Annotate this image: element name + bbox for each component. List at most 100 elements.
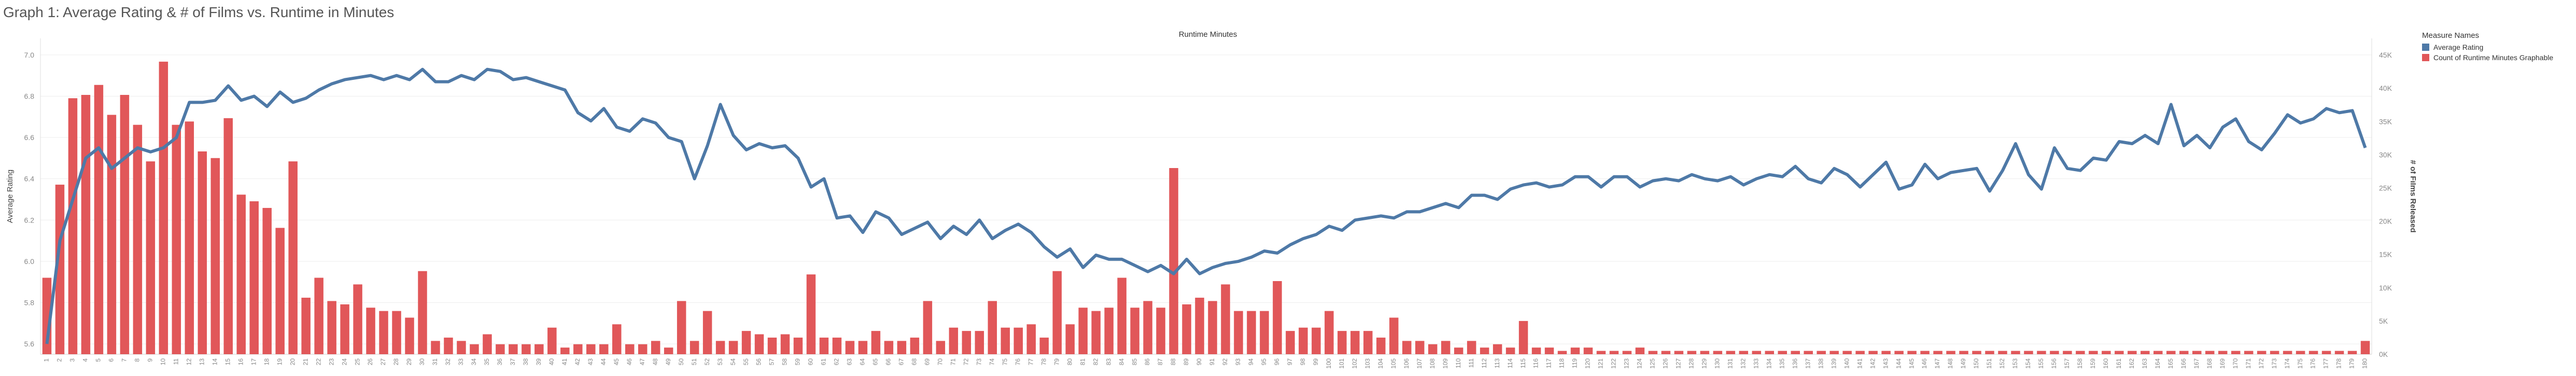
bar: [1972, 351, 1981, 354]
left-tick-label: 5.8: [24, 298, 35, 307]
x-tick-label: 82: [1092, 358, 1099, 366]
x-tick-label: 111: [1468, 358, 1475, 368]
bar: [1985, 351, 1994, 354]
left-axis-title: Average Rating: [6, 170, 15, 223]
x-tick-label: 20: [289, 358, 296, 366]
bar: [2283, 351, 2292, 354]
bar: [2102, 351, 2111, 354]
bar: [2128, 351, 2137, 354]
bar: [1894, 351, 1904, 354]
x-tick-label: 106: [1403, 358, 1410, 369]
bar: [1648, 351, 1658, 354]
x-tick-label: 171: [2245, 358, 2252, 369]
x-tick-label: 69: [924, 358, 931, 366]
x-tick-label: 63: [846, 358, 853, 366]
x-tick-label: 35: [483, 358, 490, 366]
x-tick-label: 166: [2180, 358, 2187, 369]
x-tick-label: 56: [755, 358, 763, 366]
bar: [275, 228, 285, 354]
bar: [1208, 301, 1217, 354]
x-tick-label: 17: [250, 358, 257, 366]
x-tick-label: 92: [1221, 358, 1229, 366]
bar: [185, 121, 194, 354]
bar: [2231, 351, 2241, 354]
bar: [1920, 351, 1930, 354]
bar: [2205, 351, 2215, 354]
x-tick-label: 76: [1014, 358, 1021, 366]
x-tick-label: 121: [1597, 358, 1604, 369]
bar: [1221, 284, 1230, 354]
x-tick-label: 38: [522, 358, 529, 366]
bar: [2153, 351, 2163, 354]
x-tick-label: 54: [729, 358, 737, 366]
bar: [1778, 351, 1787, 354]
x-tick-label: 119: [1571, 358, 1579, 368]
bar: [2179, 351, 2189, 354]
x-tick-label: 37: [509, 358, 516, 366]
bar: [2024, 351, 2033, 354]
x-tick-label: 160: [2102, 358, 2109, 369]
x-tick-label: 34: [470, 358, 477, 366]
x-tick-label: 10: [160, 358, 167, 366]
x-tick-label: 45: [613, 358, 620, 366]
x-tick-label: 93: [1234, 358, 1242, 366]
left-tick-label: 5.6: [24, 340, 35, 348]
bar: [767, 337, 777, 354]
bar: [1752, 351, 1762, 354]
bar: [1855, 351, 1865, 354]
bar: [2011, 351, 2020, 354]
x-tick-label: 136: [1791, 358, 1798, 369]
x-tick-label: 117: [1545, 358, 1553, 368]
bar: [1078, 308, 1088, 354]
x-tick-label: 144: [1895, 358, 1902, 369]
legend-item-count[interactable]: Count of Runtime Minutes Graphable: [2422, 53, 2553, 62]
x-tick-label: 8: [134, 358, 141, 362]
bar: [55, 185, 65, 354]
legend-item-average-rating[interactable]: Average Rating: [2422, 43, 2553, 51]
bar: [1234, 311, 1243, 354]
x-tick-label: 79: [1053, 358, 1060, 366]
x-tick-label: 89: [1183, 358, 1190, 366]
x-tick-label: 18: [263, 358, 270, 366]
x-tick-label: 32: [444, 358, 452, 366]
bar: [1765, 351, 1775, 354]
bar: [1804, 351, 1813, 354]
x-tick-label: 150: [1973, 358, 1980, 369]
bar: [573, 344, 583, 354]
x-tick-label: 26: [367, 358, 374, 366]
bar: [1454, 347, 1463, 354]
left-tick-label: 6.0: [24, 257, 35, 266]
bar: [1868, 351, 1878, 354]
chart-canvas: 5.6 5.8 6.0 6.2 6.4 6.6 6.8 7.0 0K 5K 10K 15K 20K 25K…: [6, 38, 2416, 369]
x-tick-label: 122: [1610, 358, 1617, 369]
bar: [198, 151, 207, 354]
bar: [1299, 327, 1308, 354]
x-tick-label: 13: [198, 358, 205, 366]
bar: [1130, 308, 1139, 354]
x-tick-label: 2: [56, 358, 63, 362]
bar: [1312, 327, 1321, 354]
right-axis-title: # of Films Released: [2409, 160, 2416, 232]
x-tick-label: 75: [1001, 358, 1008, 366]
bar: [806, 274, 816, 354]
x-tick-label: 6: [108, 358, 115, 362]
bar: [249, 201, 259, 354]
x-tick-label: 95: [1260, 358, 1268, 366]
bar: [2296, 351, 2305, 354]
x-tick-label: 59: [794, 358, 801, 366]
x-tick-label: 30: [418, 358, 426, 366]
x-tick-label: 7: [121, 358, 128, 362]
bar: [1505, 347, 1515, 354]
bar: [2321, 351, 2331, 354]
left-tick-label: 6.2: [24, 216, 35, 224]
x-tick-label: 94: [1247, 358, 1255, 366]
bar: [975, 331, 984, 354]
bar: [845, 341, 855, 354]
x-tick-label: 3: [69, 358, 76, 362]
bar: [560, 347, 570, 354]
bar: [1998, 351, 2007, 354]
bar: [68, 98, 78, 355]
right-tick-label: 25K: [2379, 184, 2392, 192]
bar: [1570, 347, 1580, 354]
bar: [1713, 351, 1723, 354]
